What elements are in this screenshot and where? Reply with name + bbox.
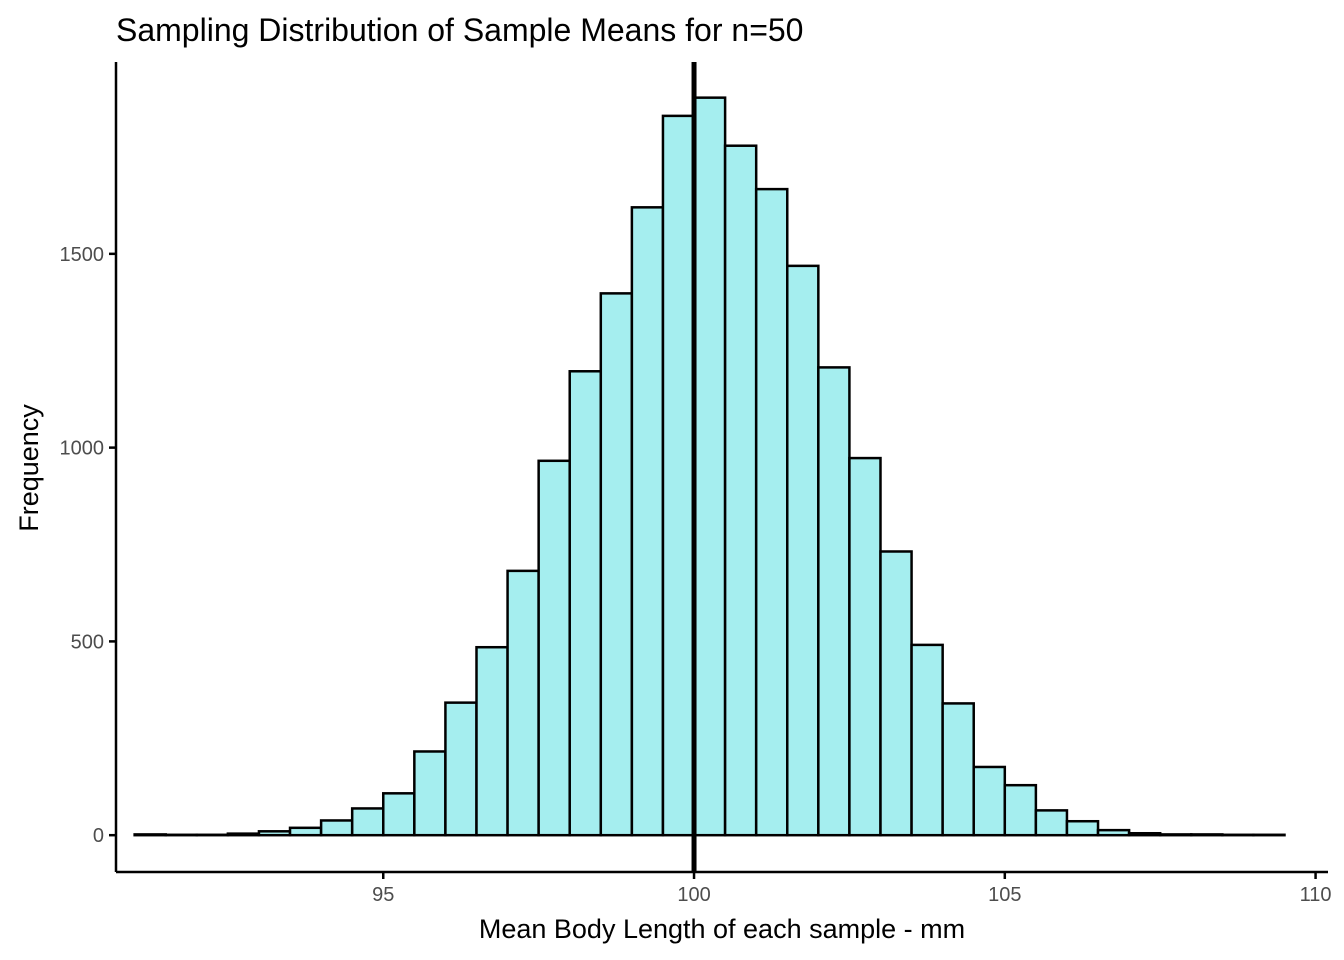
x-axis-title: Mean Body Length of each sample - mm <box>479 914 965 944</box>
histogram-bar <box>630 206 665 837</box>
y-tick-label: 1500 <box>60 244 105 266</box>
x-tick-label: 95 <box>372 884 394 906</box>
histogram-bar <box>879 550 913 837</box>
histogram-bar <box>786 264 820 837</box>
histogram-bar <box>661 114 696 837</box>
histogram-bar <box>382 792 416 837</box>
histogram-bar <box>413 750 447 837</box>
histogram-bar <box>226 832 261 837</box>
histogram-bar <box>1190 833 1224 837</box>
histogram-bar <box>848 456 882 837</box>
histogram-bar <box>817 366 851 837</box>
x-axis-ticks: 95 100 105 110 <box>372 872 1332 906</box>
histogram-bar <box>1158 833 1193 837</box>
histogram-bar <box>350 807 385 837</box>
histogram-bar <box>754 187 789 837</box>
histogram-bar <box>288 826 323 837</box>
histogram-bar <box>1127 831 1162 837</box>
histogram-bar <box>972 765 1007 837</box>
histogram-bar <box>1034 809 1069 837</box>
histogram-bar <box>1065 819 1100 837</box>
histogram-bar <box>444 701 478 837</box>
histogram-bar <box>910 643 944 837</box>
y-axis-title: Frequency <box>14 404 44 532</box>
chart-title: Sampling Distribution of Sample Means fo… <box>116 12 803 48</box>
histogram-bar <box>506 569 540 837</box>
y-tick-label: 0 <box>93 825 104 847</box>
histogram-bar <box>723 144 758 837</box>
histogram-bar <box>568 370 603 837</box>
x-tick-label: 110 <box>1300 884 1332 906</box>
histogram-bar <box>599 292 634 837</box>
histogram-bars <box>133 96 1286 837</box>
histogram-bar <box>257 830 292 837</box>
histogram-bar <box>537 459 571 837</box>
histogram-bar <box>133 833 167 837</box>
histogram-bar <box>475 645 509 837</box>
x-tick-label: 105 <box>988 884 1021 906</box>
y-tick-label: 1000 <box>60 438 105 460</box>
y-tick-label: 500 <box>71 631 104 653</box>
histogram-bar <box>1003 783 1038 837</box>
histogram-bar <box>1096 828 1131 837</box>
histogram-bar <box>941 702 975 837</box>
y-axis-ticks: 0 500 1000 1500 <box>60 244 116 847</box>
histogram-bar <box>319 819 354 837</box>
histogram-bar <box>692 96 727 837</box>
x-tick-label: 100 <box>677 884 710 906</box>
